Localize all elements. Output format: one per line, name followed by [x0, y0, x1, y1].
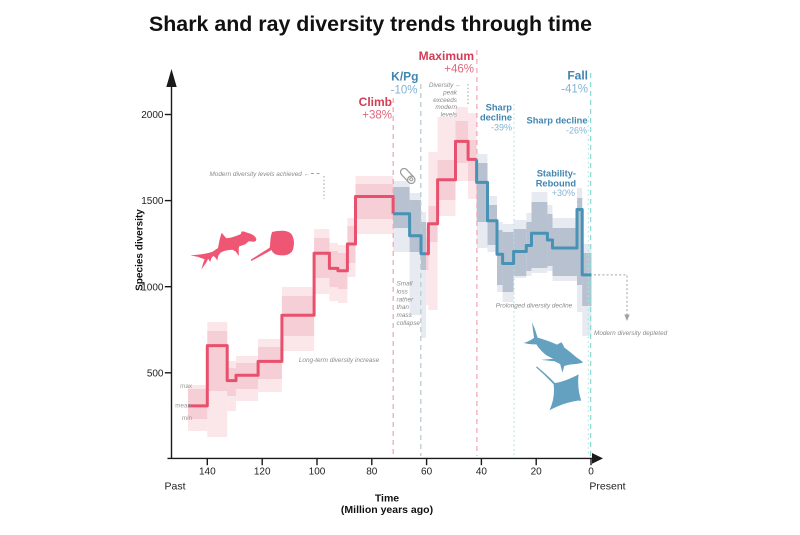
svg-text:-26%: -26%: [566, 126, 587, 136]
svg-text:2000: 2000: [141, 110, 164, 121]
svg-text:0: 0: [588, 467, 594, 478]
svg-text:rather: rather: [397, 296, 415, 303]
svg-text:Long-term diversity increase: Long-term diversity increase: [299, 357, 380, 364]
svg-text:(Million years ago): (Million years ago): [341, 504, 433, 516]
svg-text:mass: mass: [397, 312, 413, 319]
svg-text:Prolonged diversity decline: Prolonged diversity decline: [496, 303, 573, 310]
svg-text:500: 500: [147, 368, 164, 379]
svg-text:140: 140: [199, 467, 216, 478]
svg-text:modern: modern: [435, 104, 457, 111]
svg-text:Sharp decline: Sharp decline: [527, 116, 588, 126]
svg-text:exceeds: exceeds: [433, 97, 458, 104]
svg-text:Modern diversity levels achiev: Modern diversity levels achieved ←: [209, 171, 310, 178]
svg-text:Rebound: Rebound: [536, 179, 577, 189]
svg-text:than: than: [397, 304, 410, 311]
svg-text:loss: loss: [397, 288, 409, 295]
svg-text:+30%: +30%: [552, 188, 575, 198]
svg-text:levels: levels: [441, 111, 458, 118]
svg-text:Small: Small: [397, 281, 414, 288]
svg-text:Modern diversity depleted: Modern diversity depleted: [594, 330, 668, 337]
svg-text:Time: Time: [375, 493, 399, 505]
svg-text:Maximum: Maximum: [419, 49, 474, 63]
svg-text:+46%: +46%: [444, 64, 474, 76]
svg-text:1500: 1500: [141, 196, 164, 207]
svg-text:60: 60: [421, 467, 433, 478]
svg-text:Stability-: Stability-: [537, 169, 576, 179]
svg-text:peak: peak: [442, 90, 458, 97]
svg-text:1000: 1000: [141, 282, 164, 293]
svg-text:collapse: collapse: [397, 320, 421, 327]
svg-text:Diversity ←: Diversity ←: [429, 82, 462, 89]
svg-text:K/Pg: K/Pg: [391, 70, 418, 84]
svg-text:min: min: [182, 415, 193, 422]
svg-text:+38%: +38%: [362, 110, 392, 122]
svg-text:100: 100: [309, 467, 326, 478]
svg-text:Sharp: Sharp: [486, 103, 513, 113]
svg-text:Past: Past: [164, 481, 185, 493]
svg-text:Present: Present: [589, 481, 625, 493]
svg-text:120: 120: [254, 467, 271, 478]
svg-text:40: 40: [476, 467, 488, 478]
svg-text:80: 80: [366, 467, 378, 478]
svg-text:-39%: -39%: [491, 123, 512, 133]
svg-text:max: max: [180, 383, 193, 390]
svg-text:20: 20: [531, 467, 543, 478]
svg-text:mean: mean: [175, 403, 191, 410]
svg-text:decline: decline: [480, 113, 512, 123]
svg-text:Shark and ray diversity trends: Shark and ray diversity trends through t…: [149, 13, 592, 36]
svg-text:Species diversity: Species diversity: [135, 209, 146, 291]
svg-text:Climb: Climb: [359, 95, 392, 109]
svg-text:Fall: Fall: [567, 69, 588, 83]
svg-text:-10%: -10%: [391, 85, 418, 97]
svg-text:-41%: -41%: [561, 84, 588, 96]
